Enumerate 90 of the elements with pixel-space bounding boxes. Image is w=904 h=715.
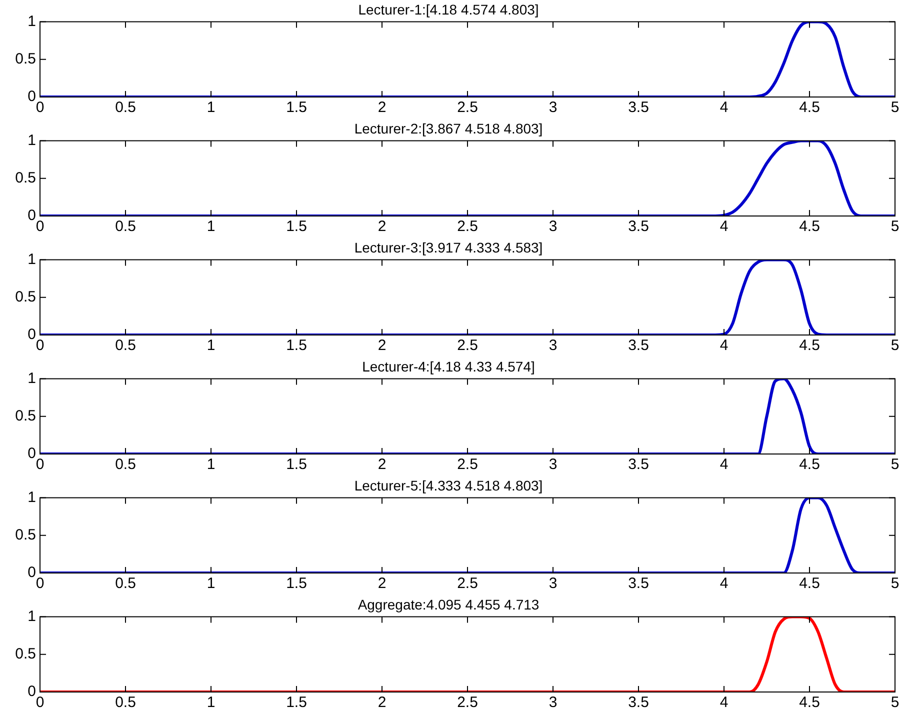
x-tick-label: 2	[378, 218, 386, 236]
x-tick-label: 2	[378, 99, 386, 116]
x-tick-label: 4.5	[799, 694, 820, 712]
x-tick-label: 4	[720, 218, 728, 236]
x-tick-label: 0.5	[115, 694, 136, 712]
y-tick-label: 0.5	[15, 288, 36, 306]
y-tick-label: 0.5	[15, 408, 36, 425]
x-tick-label: 4	[720, 694, 728, 712]
x-tick-label: 1	[206, 99, 216, 116]
y-tick-label: 0	[28, 445, 36, 462]
x-tick-label: 4.5	[799, 575, 820, 592]
y-tick-label: 1	[28, 608, 36, 625]
x-tick-label: 4.5	[799, 218, 820, 236]
x-tick-label: 2.5	[457, 218, 478, 236]
x-tick-label: 5	[890, 575, 900, 592]
chart-title: Lecturer-3:[3.917 4.333 4.583]	[354, 239, 543, 256]
y-tick-label: 1	[28, 370, 36, 387]
x-tick-label: 2.5	[457, 337, 478, 354]
x-tick-label: 4.5	[799, 99, 820, 116]
x-tick-label: 3	[548, 456, 558, 474]
x-tick-label: 1	[206, 456, 216, 474]
x-tick-label: 3.5	[628, 694, 649, 712]
x-tick-label: 1.5	[286, 99, 307, 116]
y-tick-label: 1	[28, 12, 36, 30]
x-tick-label: 5	[890, 337, 900, 354]
x-tick-label: 3	[548, 218, 558, 236]
x-tick-label: 2	[378, 456, 386, 474]
y-tick-label: 0	[28, 326, 36, 344]
x-tick-label: 4	[720, 575, 728, 592]
x-tick-label: 2.5	[457, 575, 478, 592]
x-tick-label: 4	[720, 456, 728, 474]
y-tick-label: 0	[28, 683, 36, 700]
y-tick-label: 0.5	[15, 50, 36, 68]
x-tick-label: 2.5	[457, 694, 478, 712]
x-tick-label: 5	[890, 456, 900, 474]
line-series	[40, 260, 895, 335]
x-tick-label: 0.5	[115, 575, 136, 592]
x-tick-label: 2.5	[457, 456, 478, 474]
x-tick-label: 1	[206, 218, 216, 236]
line-series	[40, 22, 895, 97]
y-tick-label: 1	[28, 250, 36, 268]
x-tick-label: 0.5	[115, 99, 136, 116]
x-tick-label: 5	[890, 99, 900, 116]
y-tick-label: 1	[28, 488, 36, 506]
line-series	[40, 378, 895, 454]
x-tick-label: 3.5	[628, 99, 649, 116]
x-tick-label: 1	[206, 575, 216, 592]
y-tick-label: 0.5	[15, 170, 36, 187]
x-tick-label: 4.5	[799, 337, 820, 354]
line-series	[40, 498, 895, 573]
x-tick-label: 1.5	[286, 456, 307, 474]
x-tick-label: 1.5	[286, 575, 307, 592]
y-tick-label: 0	[28, 88, 36, 106]
x-tick-label: 2.5	[457, 99, 478, 116]
y-tick-label: 0	[28, 564, 36, 582]
x-tick-label: 4	[720, 99, 728, 116]
x-tick-label: 3.5	[628, 218, 649, 236]
x-tick-label: 3	[548, 694, 558, 712]
chart-title: Lecturer-1:[4.18 4.574 4.803]	[358, 1, 539, 18]
chart-title: Lecturer-5:[4.333 4.518 4.803]	[354, 477, 543, 494]
x-tick-label: 3.5	[628, 337, 649, 354]
y-tick-label: 0.5	[15, 646, 36, 663]
y-tick-label: 0	[28, 207, 36, 224]
x-tick-label: 0.5	[115, 337, 136, 354]
x-tick-label: 4	[720, 337, 728, 354]
chart-title: Lecturer-4:[4.18 4.33 4.574]	[362, 358, 535, 374]
x-tick-label: 5	[890, 694, 900, 712]
y-tick-label: 0.5	[15, 526, 36, 544]
x-tick-label: 1.5	[286, 218, 307, 236]
x-tick-label: 3	[548, 575, 558, 592]
x-tick-label: 1.5	[286, 337, 307, 354]
x-tick-label: 2	[378, 337, 386, 354]
x-tick-label: 5	[890, 218, 900, 236]
x-tick-label: 3	[548, 99, 558, 116]
line-series	[40, 140, 895, 216]
x-tick-label: 3.5	[628, 575, 649, 592]
y-tick-label: 1	[28, 132, 36, 149]
x-tick-label: 1	[206, 694, 216, 712]
chart-title: Lecturer-2:[3.867 4.518 4.803]	[354, 120, 543, 136]
x-tick-label: 1	[206, 337, 216, 354]
x-tick-label: 4.5	[799, 456, 820, 474]
x-tick-label: 0.5	[115, 456, 136, 474]
x-tick-label: 1.5	[286, 694, 307, 712]
chart-title: Aggregate:4.095 4.455 4.713	[358, 596, 540, 612]
x-tick-label: 3.5	[628, 456, 649, 474]
x-tick-label: 3	[548, 337, 558, 354]
line-series	[40, 616, 895, 692]
x-tick-label: 2	[378, 575, 386, 592]
x-tick-label: 0.5	[115, 218, 136, 236]
x-tick-label: 2	[378, 694, 386, 712]
